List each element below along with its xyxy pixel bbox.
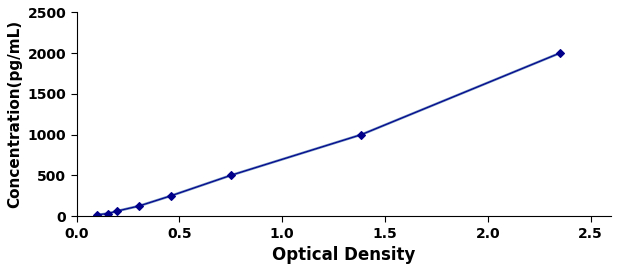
X-axis label: Optical Density: Optical Density — [272, 246, 415, 264]
Y-axis label: Concentration(pg/mL): Concentration(pg/mL) — [7, 20, 22, 208]
